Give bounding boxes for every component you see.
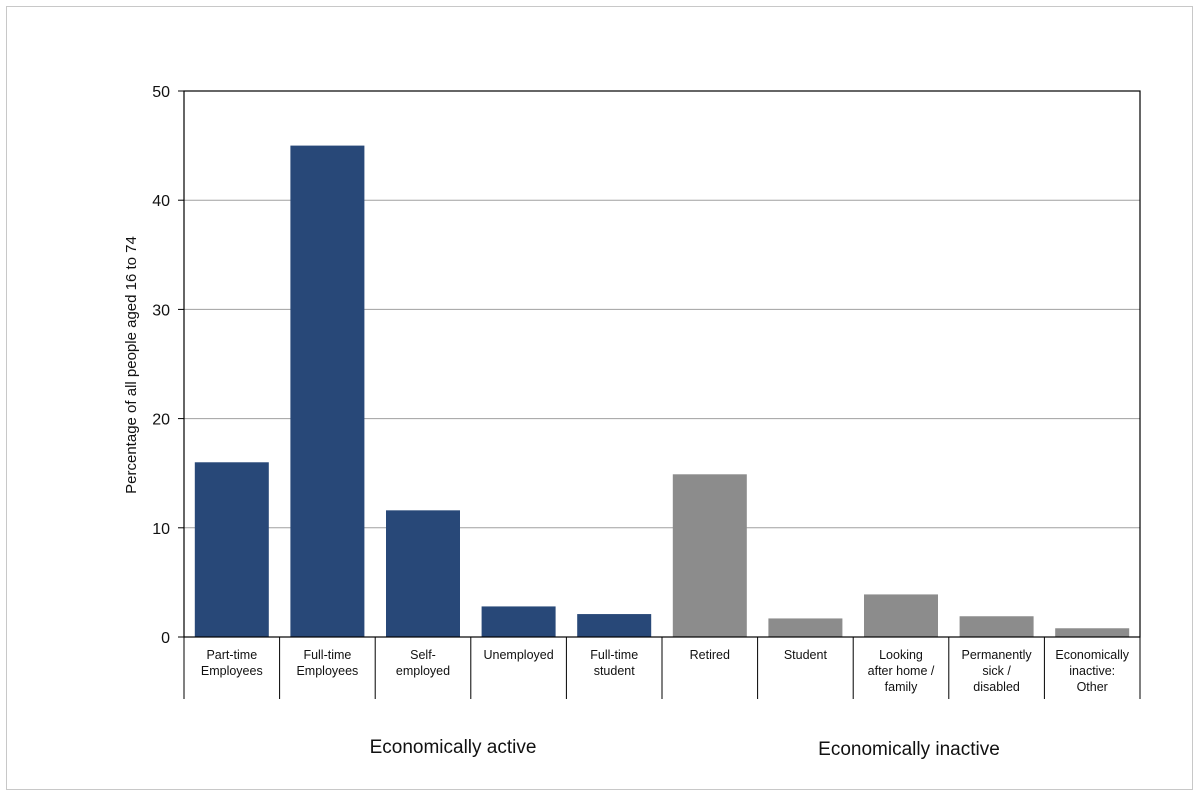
category-label: student: [594, 664, 636, 678]
category-label: after home /: [868, 664, 935, 678]
category-label: Part-time: [206, 648, 257, 662]
category-label: sick /: [982, 664, 1011, 678]
category-label: Full-time: [590, 648, 638, 662]
category-label: employed: [396, 664, 450, 678]
y-tick-label: 50: [152, 84, 170, 101]
bar: [959, 616, 1034, 637]
y-axis-label: Percentage of all people aged 16 to 74: [123, 236, 140, 494]
category-label: Other: [1077, 680, 1108, 694]
y-tick-label: 40: [152, 193, 170, 210]
bar: [194, 462, 269, 637]
category-label: Economically: [1055, 648, 1129, 662]
bar: [481, 606, 556, 637]
category-label: Self-: [410, 648, 436, 662]
bar: [672, 474, 747, 637]
category-label: Student: [784, 648, 828, 662]
category-label: Looking: [879, 648, 923, 662]
y-tick-label: 20: [152, 412, 170, 429]
category-label: Retired: [690, 648, 730, 662]
category-label: family: [885, 680, 918, 694]
category-label: Employees: [296, 664, 358, 678]
y-tick-label: 0: [161, 630, 170, 647]
axes: [178, 90, 1141, 699]
category-label: Permanently: [962, 648, 1033, 662]
chart-frame: [6, 6, 1193, 790]
y-tick-label: 30: [152, 302, 170, 319]
bars: [194, 145, 1130, 637]
bar: [577, 614, 652, 637]
category-label: Employees: [201, 664, 263, 678]
y-tick-label: 10: [152, 521, 170, 538]
category-label: Full-time: [303, 648, 351, 662]
group-label: Economically inactive: [818, 739, 1000, 760]
bar: [864, 594, 938, 637]
labels: 0 10 20 30 40 50 Part-time Employees Full-time Em…: [152, 84, 1130, 760]
category-label: Unemployed: [484, 648, 554, 662]
bar: [768, 618, 843, 637]
category-label: disabled: [973, 680, 1020, 694]
group-label: Economically active: [370, 737, 537, 758]
category-label: inactive:: [1069, 664, 1115, 678]
bar: [1055, 628, 1130, 637]
bar: [290, 145, 365, 637]
bar: [386, 510, 460, 637]
